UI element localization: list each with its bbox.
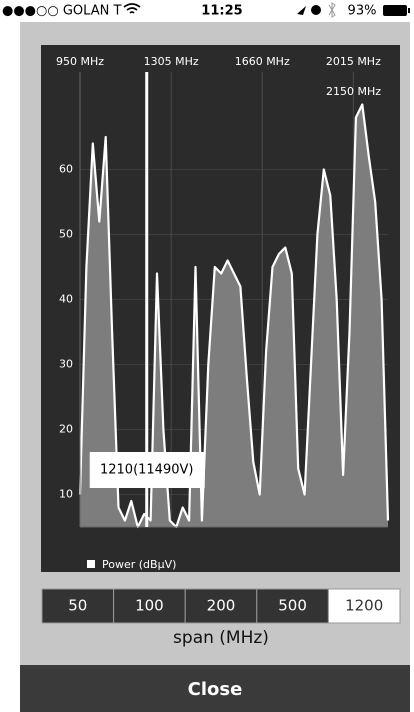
y-tick-label: 20 <box>59 423 73 436</box>
bluetooth-icon <box>328 2 336 18</box>
y-tick-label: 40 <box>59 293 73 306</box>
close-label: Close <box>188 679 243 700</box>
close-button[interactable] <box>20 665 410 712</box>
span-button-label: 500 <box>278 597 307 615</box>
battery-icon <box>383 5 407 16</box>
span-button[interactable] <box>41 588 115 624</box>
span-button-label: 100 <box>135 597 164 615</box>
area-fill <box>80 104 388 527</box>
power-line <box>78 103 390 529</box>
battery-tip <box>408 8 410 13</box>
span-button[interactable] <box>184 588 258 624</box>
location-icon <box>297 6 306 15</box>
span-button[interactable] <box>256 588 329 624</box>
legend-label: Power (dBµV) <box>102 558 176 571</box>
clock: 11:25 <box>201 4 242 19</box>
span-button[interactable] <box>113 588 186 624</box>
x-tick-label: 950 MHz <box>56 55 104 68</box>
legend-swatch <box>87 560 95 568</box>
wifi-icon <box>123 3 141 14</box>
carrier: ●●●○○ GOLAN T <box>2 4 121 19</box>
y-tick-label: 60 <box>59 163 73 176</box>
y-tick-label: 30 <box>59 358 73 371</box>
y-tick-label: 10 <box>59 488 73 501</box>
alarm-icon <box>311 5 321 15</box>
marker-tooltip <box>89 452 205 488</box>
span-label: span (MHz) <box>173 628 269 648</box>
span-button-label: 50 <box>68 597 87 615</box>
x-tick-label: 1305 MHz <box>144 55 199 68</box>
span-button-label: 1200 <box>345 597 383 615</box>
x-tick-label: 1660 MHz <box>235 55 290 68</box>
y-tick-label: 50 <box>59 228 73 241</box>
x-tick-label: 2015 MHz <box>326 55 381 68</box>
x-tick-label: 2150 MHz <box>326 85 381 98</box>
battery-percent: 93% <box>348 4 377 19</box>
marker-label: 1210(11490V) <box>100 463 193 478</box>
span-button-label: 200 <box>207 597 236 615</box>
span-button[interactable] <box>327 588 401 624</box>
